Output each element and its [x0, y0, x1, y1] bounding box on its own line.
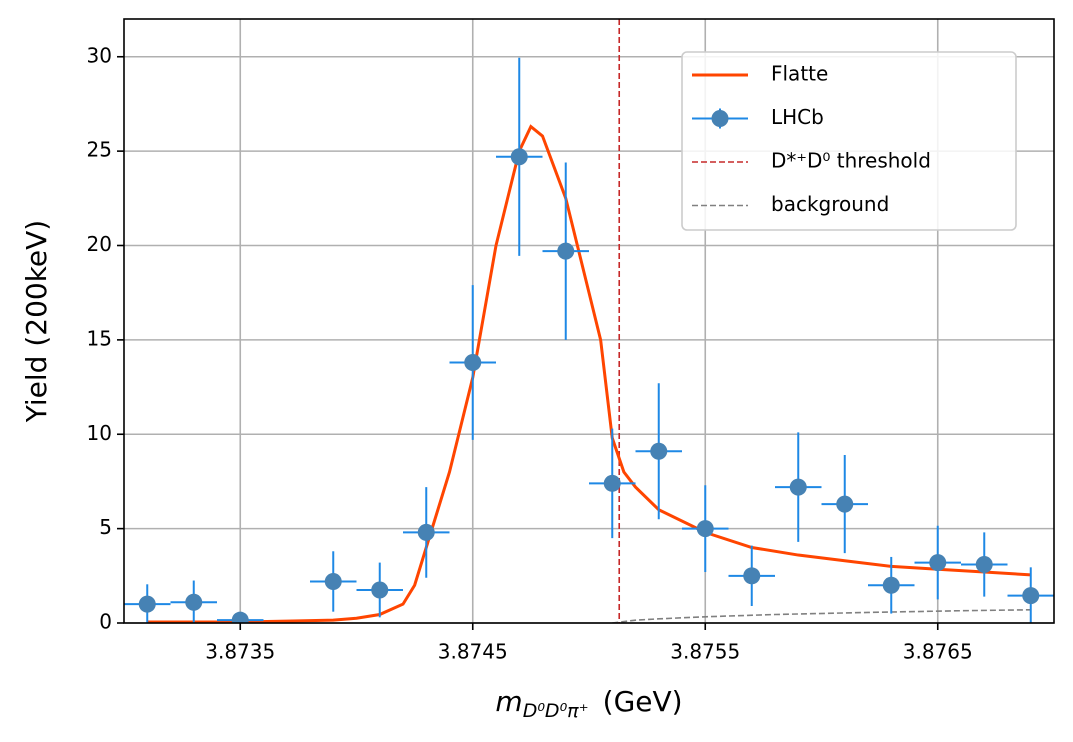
data-point [231, 611, 249, 623]
y-tick-label: 25 [87, 138, 112, 162]
x-axis-label: mD⁰D⁰π⁺ (GeV) [495, 685, 682, 722]
x-label-sub: D⁰D⁰π⁺ [523, 700, 589, 722]
x-label-unit: (GeV) [603, 685, 683, 718]
legend-key [711, 110, 729, 127]
data-point [929, 554, 947, 572]
data-point [510, 148, 528, 166]
y-tick-label: 5 [99, 515, 112, 539]
x-tick-label: 3.8765 [903, 640, 973, 664]
data-point [371, 581, 389, 599]
data-point [882, 576, 900, 594]
y-tick-label: 0 [99, 610, 112, 634]
data-point [789, 478, 807, 496]
plot-frame [123, 18, 1055, 624]
x-tick-label: 3.8755 [670, 640, 740, 664]
x-tick-label: 3.8745 [438, 640, 508, 664]
data-point [185, 593, 203, 611]
y-tick-label: 10 [87, 421, 112, 445]
fit-line [147, 124, 1031, 623]
legend-label: LHCb [771, 105, 824, 129]
x-tick-label: 3.8735 [205, 640, 275, 664]
legend: Flatte LHCb D*⁺D⁰ threshold background [681, 51, 1017, 231]
data-point [603, 474, 621, 492]
data-point [650, 442, 668, 460]
y-tick-label: 15 [87, 326, 112, 350]
data-point [696, 520, 714, 538]
data-point [138, 595, 156, 613]
x-label-main: m [495, 685, 522, 718]
data-point [975, 555, 993, 573]
data-point [557, 242, 575, 260]
data-point [417, 523, 435, 541]
data-point [464, 354, 482, 372]
y-tick-label: 20 [87, 232, 112, 256]
fit-line [612, 608, 1031, 623]
data-point [1022, 587, 1040, 605]
data-point [836, 495, 854, 513]
y-tick-label: 30 [87, 43, 112, 67]
legend-label: D*⁺D⁰ threshold [771, 149, 931, 173]
legend-label: background [771, 192, 889, 216]
legend-box [681, 51, 1017, 231]
plot-area [124, 19, 1054, 623]
legend-label: Flatte [771, 62, 828, 86]
y-axis-label: Yield (200keV) [20, 220, 53, 423]
data-point [743, 567, 761, 585]
data-point [324, 572, 342, 590]
